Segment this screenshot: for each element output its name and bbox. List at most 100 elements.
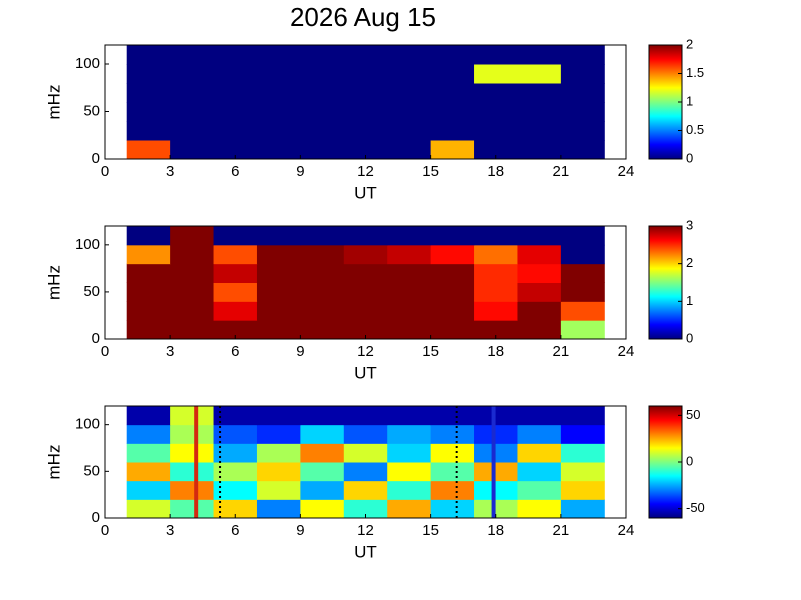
heat-cell — [126, 102, 171, 122]
colorbar — [648, 225, 683, 340]
heat-cell — [126, 263, 171, 283]
heat-cell — [560, 424, 605, 444]
x-tick-label: 12 — [357, 522, 374, 539]
heat-cell — [343, 263, 388, 283]
y-axis-label: mHz — [44, 265, 63, 300]
heat-cell — [126, 121, 171, 141]
heat-cell — [517, 121, 562, 141]
y-tick-label: 50 — [83, 102, 100, 119]
heat-cell — [126, 499, 171, 519]
heat-cell — [560, 320, 605, 340]
x-tick-label: 21 — [553, 163, 570, 180]
heat-cell — [126, 462, 171, 482]
heat-cell — [343, 443, 388, 463]
figure-title: 2026 Aug 15 — [290, 2, 436, 32]
heat-cell — [256, 480, 301, 500]
heat-cell — [300, 462, 345, 482]
heat-cell — [256, 301, 301, 321]
x-tick-label: 9 — [296, 163, 304, 180]
heat-cell — [560, 480, 605, 500]
heat-cell — [300, 140, 345, 160]
heat-cell — [517, 301, 562, 321]
x-tick-label: 21 — [553, 343, 570, 360]
heat-cell — [474, 282, 518, 302]
heat-cell — [256, 102, 301, 122]
heat-cell — [126, 301, 171, 321]
heat-cell — [213, 424, 258, 444]
x-tick-label: 24 — [618, 343, 635, 360]
heat-cell — [474, 301, 518, 321]
heat-cell — [213, 244, 258, 265]
heat-cell — [300, 244, 345, 265]
heat-cell — [430, 64, 475, 84]
heat-cell — [430, 140, 475, 160]
heat-cell — [517, 462, 562, 482]
heat-cell — [343, 282, 388, 302]
heat-cell — [300, 480, 345, 500]
heat-cell — [300, 263, 345, 283]
heat-cell — [430, 102, 475, 122]
heat-cell — [126, 244, 171, 265]
heat-cell — [256, 499, 301, 519]
heat-cell — [213, 226, 258, 246]
heat-cell — [517, 83, 562, 103]
heat-cell — [560, 406, 605, 426]
heat-cell — [560, 64, 605, 84]
colorbar-tick-label: 0 — [686, 330, 693, 345]
x-tick-label: 24 — [618, 522, 635, 539]
heat-cell — [430, 45, 475, 65]
colorbar-tick-label: 0 — [686, 453, 693, 468]
heat-cell — [517, 244, 562, 265]
heat-cell — [126, 424, 171, 444]
heat-cell — [256, 320, 301, 340]
heat-cell — [343, 102, 388, 122]
heat-cell — [474, 443, 518, 463]
x-tick-label: 3 — [166, 343, 174, 360]
heat-cell — [170, 45, 215, 65]
heat-cell — [474, 244, 518, 265]
heat-cell — [126, 443, 171, 463]
heat-cell — [560, 226, 605, 246]
heat-cell — [126, 320, 171, 340]
heat-cell — [300, 424, 345, 444]
heat-cell — [256, 282, 301, 302]
heat-cell — [213, 406, 258, 426]
heat-cell — [517, 282, 562, 302]
heat-cell — [387, 140, 432, 160]
heat-cell — [170, 320, 215, 340]
heat-cell — [387, 443, 432, 463]
heat-cell — [343, 140, 388, 160]
x-tick-label: 9 — [296, 343, 304, 360]
heat-cell — [474, 424, 518, 444]
heat-cell — [560, 462, 605, 482]
heat-cell — [387, 320, 432, 340]
heat-cell — [387, 406, 432, 426]
heat-cell — [474, 45, 518, 65]
y-tick-label: 100 — [75, 416, 100, 433]
colorbar-tick-label: 2 — [686, 255, 693, 270]
heat-cell — [170, 263, 215, 283]
x-tick-label: 18 — [487, 343, 504, 360]
heat-cell — [170, 244, 215, 265]
heat-cell — [430, 480, 475, 500]
heat-cell — [256, 64, 301, 84]
heat-cell — [213, 83, 258, 103]
heat-cell — [387, 263, 432, 283]
heat-cell — [430, 226, 475, 246]
heat-cell — [560, 140, 605, 160]
colorbar-tick-label: 0.5 — [686, 122, 704, 137]
heat-cell — [170, 443, 215, 463]
heat-cell — [300, 406, 345, 426]
heat-cell — [474, 226, 518, 246]
y-tick-label: 100 — [75, 236, 100, 253]
heat-cell — [430, 301, 475, 321]
heat-cell — [343, 406, 388, 426]
heat-cell — [213, 462, 258, 482]
heat-cell — [300, 443, 345, 463]
heat-cell — [213, 45, 258, 65]
heat-cell — [213, 64, 258, 84]
colorbar-tick-label: 2 — [686, 36, 693, 51]
heat-cell — [213, 102, 258, 122]
heat-cell — [517, 480, 562, 500]
heat-cell — [560, 102, 605, 122]
